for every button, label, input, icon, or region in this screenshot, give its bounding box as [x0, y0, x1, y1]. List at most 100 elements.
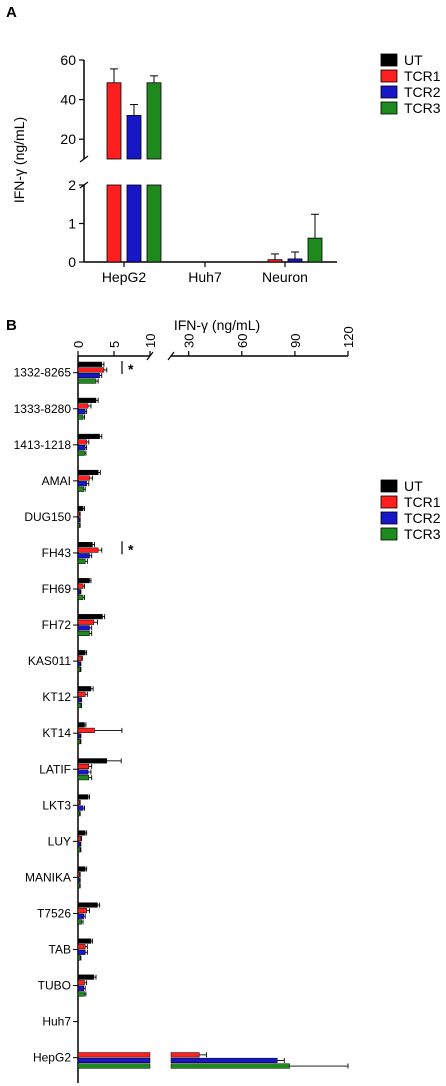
y-tick-label: FH72 [42, 618, 72, 632]
bar [170, 1052, 200, 1058]
y-tick-label: LKT3 [42, 798, 71, 812]
bar [267, 259, 283, 263]
bar [77, 830, 86, 836]
y-tick-label: 20 [60, 131, 76, 147]
bar [77, 974, 95, 980]
y-tick-label: LUY [48, 834, 71, 848]
bar [77, 811, 80, 817]
bar [77, 703, 82, 709]
x-tick-label: HepG2 [102, 269, 147, 285]
bar [77, 902, 98, 908]
panel-label: A [6, 4, 17, 21]
bar [77, 1063, 151, 1069]
panel-label: B [6, 317, 17, 334]
bar [77, 883, 80, 889]
x-axis-label: IFN-γ (ng/mL) [174, 317, 260, 333]
bar [77, 1057, 151, 1064]
bar [77, 481, 87, 487]
bar [307, 237, 323, 263]
bar [77, 553, 90, 559]
legend-label: TCR1 [404, 494, 441, 510]
bar [77, 522, 80, 528]
y-tick-label: KAS011 [28, 654, 71, 668]
bar [77, 758, 108, 764]
legend-label: TCR2 [404, 510, 441, 526]
y-tick-label: FH43 [42, 546, 72, 560]
bar [106, 82, 122, 160]
bar [77, 913, 85, 919]
y-tick-label: DUG150 [24, 510, 71, 524]
legend-label: TCR2 [404, 84, 441, 100]
bar [77, 578, 90, 584]
y-tick-label: 1332-8265 [14, 366, 72, 380]
legend-swatch [380, 101, 398, 115]
bar [170, 1063, 290, 1069]
bar [77, 367, 105, 373]
axis-break-mark [79, 155, 89, 163]
x-tick-label: 60 [235, 334, 250, 348]
bar [77, 505, 84, 512]
bar [77, 625, 90, 631]
y-tick-label: LATIF [39, 762, 71, 776]
bar [77, 650, 86, 656]
y-tick-label: AMAI [42, 474, 71, 488]
y-tick-label: HepG2 [33, 1051, 71, 1065]
bar [77, 733, 81, 739]
bar [77, 980, 85, 986]
legend-label: TCR3 [404, 100, 441, 116]
bar [77, 836, 82, 842]
y-tick-label: 1333-8280 [14, 402, 72, 416]
legend-label: UT [404, 52, 423, 68]
y-tick-label: T7526 [37, 906, 71, 920]
y-tick-label: TUBO [38, 979, 71, 993]
bar [77, 661, 81, 667]
bar [77, 409, 86, 415]
bar [77, 594, 84, 600]
bar [77, 1052, 151, 1058]
y-tick-label: 2 [68, 177, 76, 193]
x-tick-label: 10 [143, 334, 158, 348]
x-tick-label: 30 [182, 334, 197, 348]
bar [77, 655, 82, 661]
bar [146, 82, 162, 160]
bar [77, 944, 86, 950]
bar [77, 439, 87, 445]
y-tick-label: 0 [68, 254, 76, 270]
bar [77, 769, 89, 775]
bar [77, 469, 99, 475]
y-tick-label: 1413-1218 [14, 438, 72, 452]
x-tick-label: 5 [107, 341, 122, 348]
bar [77, 450, 85, 456]
legend-swatch [380, 495, 398, 509]
legend-swatch [380, 479, 398, 493]
bar [77, 691, 86, 697]
bar [170, 1057, 278, 1064]
bar [77, 985, 85, 991]
bar [77, 919, 82, 925]
x-tick-label: 120 [341, 326, 356, 348]
legend-swatch [380, 527, 398, 541]
bar [146, 184, 162, 263]
bar [77, 403, 89, 409]
y-tick-label: 1 [68, 216, 76, 232]
bar [287, 258, 303, 263]
legend-label: UT [404, 478, 423, 494]
bar [77, 847, 81, 853]
bar [77, 763, 90, 770]
bar [77, 378, 97, 384]
bar [77, 775, 90, 781]
bar [77, 583, 84, 589]
bar [77, 475, 90, 481]
bar [77, 517, 80, 523]
bar [77, 433, 100, 439]
bar [106, 184, 122, 263]
bar [77, 872, 80, 878]
bar [77, 414, 84, 420]
bar [77, 619, 95, 625]
bar [77, 397, 97, 403]
bar [77, 949, 86, 955]
significance-label: * [128, 361, 134, 377]
x-tick-label: Neuron [262, 269, 308, 285]
bar [77, 542, 93, 548]
